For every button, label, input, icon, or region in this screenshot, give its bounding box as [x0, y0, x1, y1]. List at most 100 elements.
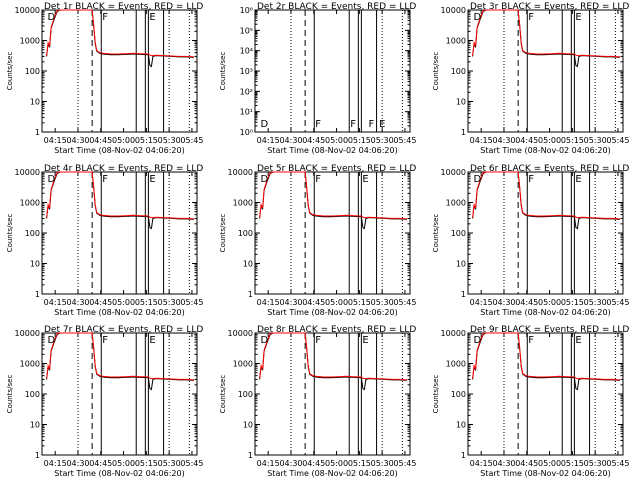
y-tick-label: 1: [35, 451, 40, 460]
y-tick-label: 10000: [441, 6, 466, 15]
event-marker-label: F: [528, 12, 534, 23]
event-marker-label: F: [315, 335, 321, 346]
event-marker-label: E: [149, 12, 155, 23]
y-axis-label: Counts/sec: [6, 52, 14, 91]
x-tick-label: 05:45: [393, 136, 416, 145]
x-tick-label: 04:15: [257, 459, 280, 468]
plot-frame: [254, 332, 411, 456]
y-tick-label: 10000: [441, 329, 466, 338]
event-marker-label: D: [261, 119, 269, 130]
x-axis-label: Start Time (08-Nov-02 04:06:20): [480, 308, 610, 317]
detector-panel-3: Det 3r BLACK = Events, RED = LLD 1 10 100 10…: [432, 2, 629, 155]
event-marker-label: D: [474, 335, 482, 346]
x-tick-label: 05:15: [348, 136, 371, 145]
y-tick-label: 10: [30, 260, 40, 269]
x-tick-label: 05:30: [371, 459, 394, 468]
event-marker-label: F: [102, 174, 108, 185]
panel-title: Det 1r BLACK = Events, RED = LLD: [44, 2, 203, 12]
x-tick-label: 04:45: [302, 298, 325, 307]
y-tick-label: 1000: [233, 199, 253, 208]
y-axis-label: Counts/sec: [6, 375, 14, 414]
series-line-lld: [259, 332, 408, 381]
plot-frame: [41, 171, 198, 295]
x-tick-label: 04:15: [257, 136, 280, 145]
y-tick-label: 100: [238, 229, 253, 238]
x-tick-label: 05:45: [180, 459, 203, 468]
plot-frame: [41, 9, 198, 133]
x-tick-label: 05:00: [325, 459, 348, 468]
series-line-lld: [46, 332, 195, 381]
series-line-lld: [46, 171, 195, 220]
y-tick-label: 1: [461, 290, 466, 299]
x-axis-label: Start Time (08-Nov-02 04:06:20): [267, 308, 397, 317]
y-tick-label: 10²: [240, 87, 253, 96]
event-marker-label: E: [149, 335, 155, 346]
x-tick-label: 05:45: [606, 298, 629, 307]
x-tick-label: 05:00: [112, 136, 135, 145]
event-marker-label: D: [261, 174, 269, 185]
y-tick-label: 1: [35, 290, 40, 299]
plot-frame: [254, 171, 411, 295]
y-tick-label: 10000: [15, 6, 40, 15]
y-tick-label: 10⁰: [240, 128, 253, 137]
y-axis-label: Counts/sec: [219, 214, 227, 253]
series-line-events: [259, 332, 408, 391]
event-marker-label: E: [149, 174, 155, 185]
y-tick-label: 10¹: [240, 108, 253, 117]
x-tick-label: 05:15: [348, 298, 371, 307]
x-tick-label: 04:15: [44, 136, 67, 145]
x-axis-label: Start Time (08-Nov-02 04:06:20): [54, 146, 184, 155]
series-line-events: [472, 332, 621, 391]
series-line-events: [259, 171, 408, 230]
x-tick-label: 05:00: [538, 136, 561, 145]
series-line-lld: [46, 9, 195, 58]
x-tick-label: 05:45: [606, 459, 629, 468]
y-tick-label: 100: [25, 390, 40, 399]
x-tick-label: 05:15: [135, 298, 158, 307]
event-marker-label: F: [350, 119, 356, 130]
x-tick-label: 05:45: [393, 298, 416, 307]
x-tick-label: 05:15: [561, 459, 584, 468]
event-marker-label: F: [315, 174, 321, 185]
x-tick-label: 05:00: [538, 298, 561, 307]
event-marker-label: E: [362, 174, 368, 185]
y-tick-label: 10: [456, 260, 466, 269]
x-tick-label: 05:30: [584, 459, 607, 468]
y-tick-label: 10000: [15, 329, 40, 338]
x-tick-label: 05:00: [112, 459, 135, 468]
x-axis-label: Start Time (08-Nov-02 04:06:20): [480, 469, 610, 478]
x-axis-label: Start Time (08-Nov-02 04:06:20): [267, 469, 397, 478]
y-tick-label: 100: [451, 229, 466, 238]
panel-title: Det 6r BLACK = Events, RED = LLD: [470, 164, 629, 174]
detector-panel-1: Det 1r BLACK = Events, RED = LLD 1 10 100 10…: [6, 2, 203, 155]
x-tick-label: 05:00: [112, 298, 135, 307]
y-tick-label: 1000: [20, 37, 40, 46]
y-tick-label: 1: [461, 451, 466, 460]
x-tick-label: 05:00: [538, 459, 561, 468]
x-axis-label: Start Time (08-Nov-02 04:06:20): [480, 146, 610, 155]
detector-panel-8: Det 8r BLACK = Events, RED = LLD 1 10 100 10…: [219, 325, 416, 478]
y-tick-label: 1000: [446, 37, 466, 46]
y-axis-label: Counts/sec: [219, 375, 227, 414]
x-tick-label: 05:45: [180, 298, 203, 307]
x-tick-label: 05:45: [606, 136, 629, 145]
y-tick-label: 1: [248, 290, 253, 299]
detector-panel-2: Det 2r BLACK = Events, RED = LLD 10⁰ 10¹ 10…: [219, 2, 416, 155]
y-tick-label: 1000: [233, 360, 253, 369]
x-tick-label: 05:30: [371, 298, 394, 307]
x-tick-label: 05:15: [135, 136, 158, 145]
y-tick-label: 1000: [20, 360, 40, 369]
y-tick-label: 100: [451, 67, 466, 76]
plot-frame: [467, 9, 624, 133]
y-tick-label: 10000: [228, 168, 253, 177]
x-tick-label: 04:30: [492, 298, 515, 307]
x-tick-label: 05:00: [325, 136, 348, 145]
event-marker-label: D: [48, 335, 56, 346]
x-axis-label: Start Time (08-Nov-02 04:06:20): [267, 146, 397, 155]
y-tick-label: 100: [238, 390, 253, 399]
x-axis-label: Start Time (08-Nov-02 04:06:20): [54, 308, 184, 317]
y-tick-label: 10000: [441, 168, 466, 177]
panel-title: Det 9r BLACK = Events, RED = LLD: [470, 325, 629, 335]
y-tick-label: 10⁵: [240, 26, 253, 35]
x-tick-label: 04:15: [470, 298, 493, 307]
